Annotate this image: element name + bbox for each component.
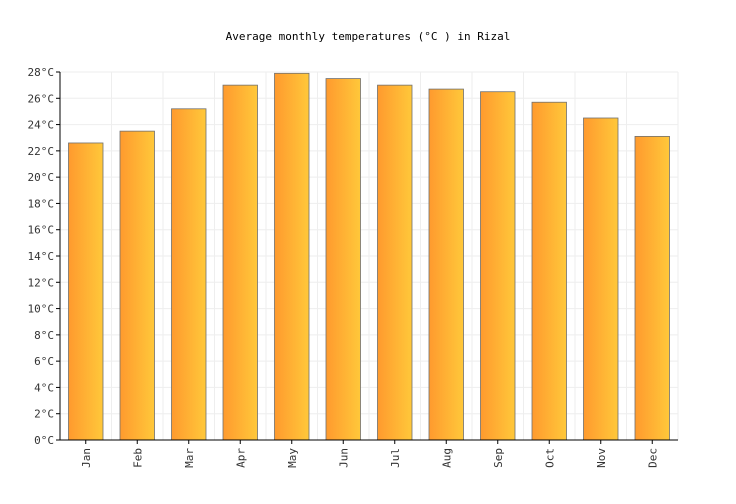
y-tick-label: 18°C: [28, 197, 55, 210]
x-tick-label: Feb: [131, 448, 144, 468]
x-tick-label: Jul: [389, 448, 402, 468]
x-tick-label: Nov: [595, 448, 608, 468]
bar-dec: [634, 135, 670, 441]
x-tick-label: Oct: [543, 448, 556, 468]
y-tick-label: 8°C: [34, 329, 54, 342]
axes: [56, 71, 678, 444]
y-tick-label: 28°C: [28, 66, 55, 79]
x-tick-label: Apr: [234, 448, 247, 468]
bar-oct: [531, 101, 567, 441]
x-tick-label: Jan: [80, 448, 93, 468]
y-tick-label: 4°C: [34, 381, 54, 394]
bar-jul: [377, 84, 413, 441]
y-tick-label: 24°C: [28, 119, 55, 132]
y-axis-tick-labels: 0°C 2°C 4°C 6°C 8°C 10°C 12°C 14°C 16°C 18°C 20°C 2…: [28, 66, 55, 447]
x-tick-label: May: [286, 448, 299, 468]
y-tick-label: 10°C: [28, 303, 55, 316]
x-axis-tick-labels: Jan Feb Mar Apr May Jun Jul Aug Sep Oct Nov Dec: [80, 448, 660, 468]
y-tick-label: 2°C: [34, 408, 54, 421]
y-tick-label: 22°C: [28, 145, 55, 158]
bar-nov: [583, 117, 619, 441]
x-tick-label: Dec: [646, 448, 659, 468]
bar-aug: [428, 88, 464, 441]
bar-may: [274, 72, 310, 441]
x-tick-label: Sep: [492, 448, 505, 468]
y-tick-label: 0°C: [34, 434, 54, 447]
bar-sep: [480, 91, 516, 441]
bar-apr: [222, 84, 258, 441]
chart-title: Average monthly temperatures (°C ) in Ri…: [226, 30, 511, 43]
bar-jan: [68, 142, 104, 441]
bar-feb: [119, 130, 155, 441]
bars: [68, 72, 670, 441]
y-tick-label: 14°C: [28, 250, 55, 263]
x-tick-label: Mar: [183, 448, 196, 468]
y-tick-label: 20°C: [28, 171, 55, 184]
grid-lines: [60, 71, 679, 440]
y-tick-label: 16°C: [28, 224, 55, 237]
y-tick-label: 12°C: [28, 276, 55, 289]
bar-mar: [171, 108, 207, 441]
bar-jun: [325, 78, 361, 441]
x-tick-label: Jun: [337, 448, 350, 468]
y-tick-label: 6°C: [34, 355, 54, 368]
x-tick-label: Aug: [440, 448, 453, 468]
y-tick-label: 26°C: [28, 92, 55, 105]
